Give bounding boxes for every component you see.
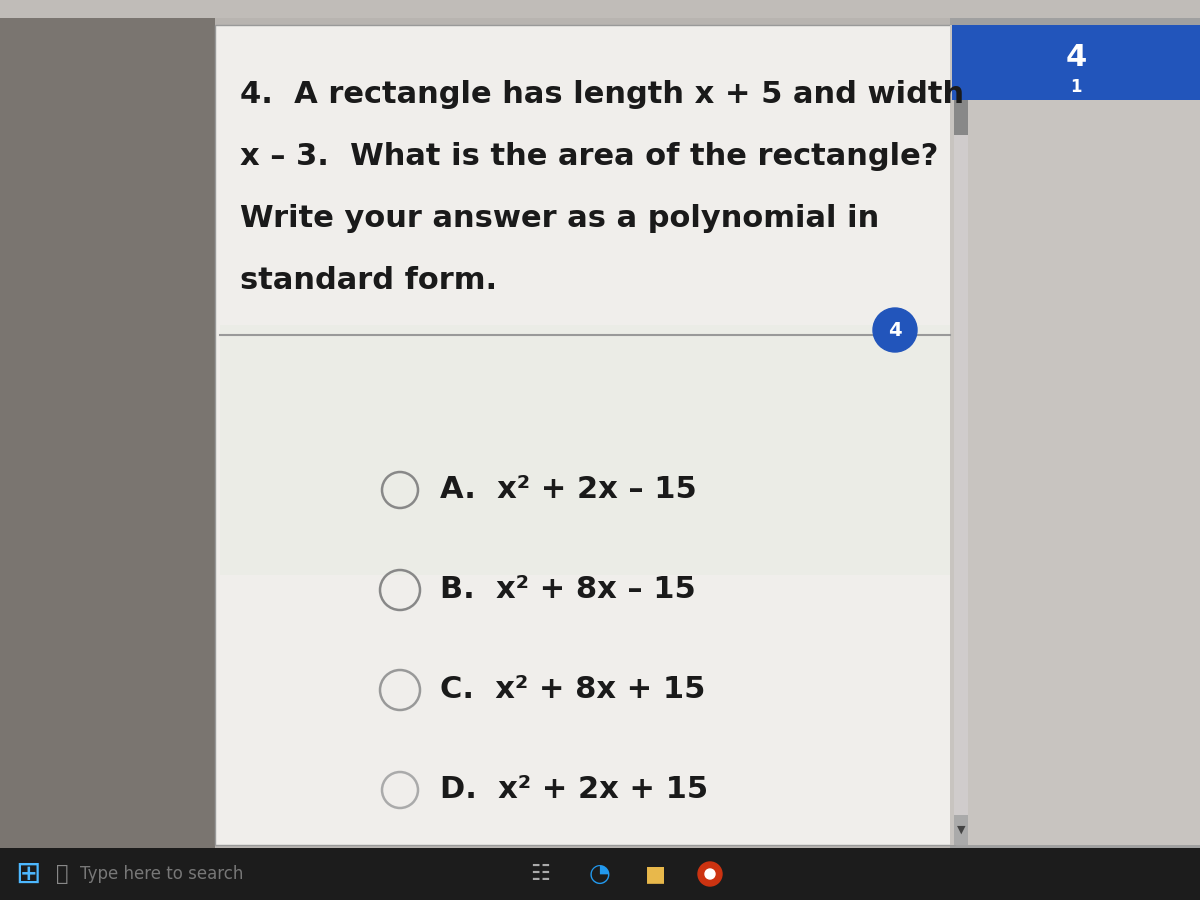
- Text: ⌕: ⌕: [55, 864, 68, 884]
- Text: 1: 1: [1070, 78, 1081, 96]
- Text: standard form.: standard form.: [240, 266, 497, 295]
- Text: 4.  A rectangle has length x + 5 and width: 4. A rectangle has length x + 5 and widt…: [240, 80, 964, 109]
- Bar: [215, 25, 955, 845]
- Text: Write your answer as a polynomial in: Write your answer as a polynomial in: [240, 204, 880, 233]
- Text: ■: ■: [644, 864, 666, 884]
- Text: x – 3.  What is the area of the rectangle?: x – 3. What is the area of the rectangle…: [240, 142, 938, 171]
- Text: 4: 4: [888, 320, 902, 339]
- Text: ⊞: ⊞: [16, 860, 41, 888]
- Text: ▼: ▼: [956, 825, 965, 835]
- Text: ☷: ☷: [530, 864, 550, 884]
- Bar: [0, 848, 1200, 900]
- Bar: [0, 0, 215, 900]
- Bar: [950, 25, 1200, 845]
- Bar: [952, 25, 1200, 100]
- Circle shape: [874, 308, 917, 352]
- Text: Type here to search: Type here to search: [80, 865, 244, 883]
- Text: 4: 4: [1066, 42, 1087, 71]
- Circle shape: [706, 869, 715, 879]
- Bar: [954, 55, 968, 135]
- Bar: [954, 30, 968, 840]
- Text: ◔: ◔: [589, 862, 611, 886]
- Bar: [0, 0, 1200, 18]
- Bar: [954, 25, 968, 55]
- Text: B.  x² + 8x – 15: B. x² + 8x – 15: [440, 575, 696, 605]
- Bar: [220, 325, 950, 575]
- Circle shape: [698, 862, 722, 886]
- Text: D.  x² + 2x + 15: D. x² + 2x + 15: [440, 776, 708, 805]
- Bar: [215, 0, 950, 900]
- Text: ▲: ▲: [956, 35, 965, 45]
- Text: A.  x² + 2x – 15: A. x² + 2x – 15: [440, 475, 697, 505]
- Bar: [954, 815, 968, 845]
- Text: C.  x² + 8x + 15: C. x² + 8x + 15: [440, 676, 706, 705]
